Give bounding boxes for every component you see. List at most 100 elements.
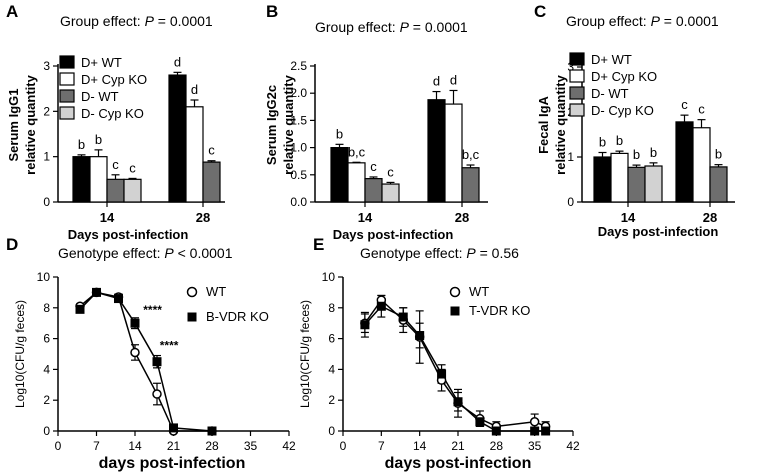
panel-d-y-tick-label: 10 — [37, 270, 51, 284]
panel-e-point-ko — [453, 397, 463, 407]
panel-a-sig-letter: b — [78, 137, 85, 152]
panel-d-label: D — [6, 235, 18, 254]
panel-c-legend-swatch — [569, 103, 585, 117]
panel-b-sig-letter: b — [336, 126, 343, 141]
panel-c-sig-letter: c — [698, 102, 705, 117]
panel-a-legend-label: D+ WT — [81, 55, 122, 70]
panel-d-x-tick-label: 14 — [128, 439, 142, 453]
panel-b-bar — [364, 178, 383, 203]
panel-b-sig-letter: c — [387, 164, 394, 179]
panel-a-y-tick-label: 0 — [43, 195, 50, 209]
panel-c-legend-label: D- Cyp KO — [591, 103, 654, 118]
panel-c-y-tick-label: 1 — [567, 150, 574, 164]
panel-a-legend-swatch — [59, 55, 75, 69]
panel-a-legend-label: D+ Cyp KO — [81, 72, 147, 87]
panel-d-point-ko — [114, 294, 123, 304]
panel-c-bar — [610, 152, 629, 203]
panel-c-sig-letter: c — [681, 97, 688, 112]
panel-d-y-tick-label: 8 — [43, 301, 50, 315]
panel-e-point-ko — [360, 320, 370, 330]
panel-c-bar — [709, 166, 728, 203]
panel-e-y-tick-label: 2 — [328, 393, 335, 407]
panel-c-legend-label: D+ Cyp KO — [591, 69, 657, 84]
panel-a-sig-letter: d — [191, 82, 198, 97]
panel-a-y-label-line2: relative quantity — [23, 74, 38, 174]
panel-c-bar — [593, 156, 612, 203]
panel-b-label: B — [266, 2, 278, 21]
panel-a-y-tick-label: 2 — [43, 104, 50, 118]
panel-e-point-ko — [475, 417, 485, 427]
panel-d-x-tick-label: 35 — [244, 439, 258, 453]
panel-a-legend-swatch — [59, 72, 75, 86]
panel-b-sig-letter: d — [450, 72, 457, 87]
panel-e-y-tick-label: 10 — [322, 270, 336, 284]
panel-d-point-ko — [207, 426, 217, 436]
panel-d-x-tick-label: 21 — [167, 439, 181, 453]
panel-e-x-tick-label: 7 — [378, 439, 385, 453]
panel-e-y-tick-label: 6 — [328, 332, 335, 346]
panel-e-series-line — [364, 298, 546, 428]
panel-d-point-wt — [152, 389, 162, 399]
panel-d-point-ko — [169, 423, 178, 433]
panel-b-x-tick-label: 14 — [358, 210, 373, 225]
panel-b-y-tick-label: 1.0 — [290, 141, 307, 155]
panel-d-x-tick-label: 42 — [282, 439, 296, 453]
panel-e-y-tick-label: 4 — [328, 362, 335, 376]
panel-b-y-label-line2: relative quantity — [281, 74, 296, 174]
panel-a-legend-swatch — [59, 106, 75, 120]
panel-b-y-label-line1: Serum IgG2c — [264, 85, 279, 165]
panel-c-label: C — [534, 2, 546, 21]
panel-c-bar — [644, 165, 663, 203]
panel-c-legend-label: D- WT — [591, 86, 629, 101]
panel-d-y-tick-label: 4 — [43, 362, 50, 376]
panel-b-x-label: Days post-infection — [333, 227, 454, 242]
panel-c-bar — [692, 127, 711, 203]
panel-d-legend-label: B-VDR KO — [206, 309, 269, 324]
panel-e-label: E — [313, 235, 324, 254]
panel-a-legend-label: D- Cyp KO — [81, 106, 144, 121]
panel-b-bar — [427, 99, 446, 203]
panel-c-title: Group effect: P = 0.0001 — [566, 13, 719, 29]
panel-e-y-tick-label: 8 — [328, 301, 335, 315]
panel-e-chart: E 0 2 4 6 8 10 0 7 14 21 28 35 42 Log10(CFU/g feces) da… — [298, 235, 580, 472]
panel-d-point-ko — [130, 318, 140, 328]
panel-b-title: Group effect: P = 0.0001 — [315, 19, 468, 35]
panel-c-legend-swatch — [569, 69, 585, 83]
panel-d-point-ko — [92, 287, 101, 297]
panel-e-point-ko — [491, 426, 501, 436]
panel-b-y-tick-label: 2.0 — [290, 86, 307, 100]
panel-d-legend-label: WT — [206, 284, 226, 299]
panel-c-y-label-line2: relative quantity — [553, 74, 568, 174]
panel-c-legend-swatch — [569, 86, 585, 100]
panel-c-sig-letter: b — [633, 147, 640, 162]
panel-b-chart: B 0.0 0.5 1.0 1.5 2.0 2.5 Serum IgG2c relative q… — [264, 2, 488, 242]
panel-b-bar — [444, 103, 463, 203]
panel-c-y-tick-label: 0 — [567, 195, 574, 209]
panel-e-legend-label: WT — [469, 284, 489, 299]
panel-b-sig-letter: b,c — [462, 147, 480, 162]
panel-e-point-wt — [529, 417, 540, 427]
panel-d-y-label: Log10(CFU/g feces) — [13, 300, 27, 408]
panel-c-x-label: Days post-infection — [598, 224, 719, 239]
panel-d-title: Genotype effect: P < 0.0001 — [58, 245, 233, 261]
panel-e-legend-label: T-VDR KO — [469, 303, 530, 318]
panel-e-point-ko — [398, 312, 408, 322]
panel-d-y-tick-label: 0 — [43, 424, 50, 438]
panel-b-y-tick-label: 0.5 — [290, 168, 307, 182]
panel-e-y-label: Log10(CFU/g feces) — [298, 300, 312, 408]
panel-d-y-tick-label: 6 — [43, 332, 50, 346]
panel-d-x-tick-label: 28 — [205, 439, 219, 453]
panel-a-bar — [168, 74, 187, 203]
panel-a-sig-letter: b — [95, 132, 102, 147]
panel-e-x-tick-label: 42 — [566, 439, 580, 453]
panel-a-bar — [185, 106, 204, 203]
panel-a-y-tick-label: 3 — [43, 59, 50, 73]
panel-d-x-tick-label: 7 — [93, 439, 100, 453]
panel-a-legend-swatch — [59, 89, 75, 103]
panel-a-title: Group effect: P = 0.0001 — [60, 13, 213, 29]
panel-a-y-tick-label: 1 — [43, 150, 50, 164]
panel-e-y-tick-label: 0 — [328, 424, 335, 438]
panel-d-significance-stars: **** — [160, 338, 179, 352]
panel-c-sig-letter: b — [650, 145, 657, 160]
